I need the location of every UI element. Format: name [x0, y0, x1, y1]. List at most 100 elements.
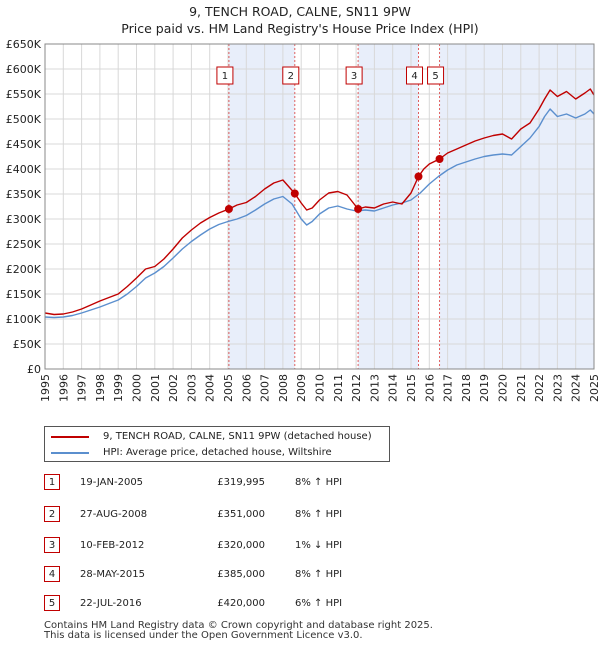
sale-price: £385,000	[217, 569, 265, 580]
sale-point	[224, 205, 233, 214]
x-tick-label: 2018	[460, 374, 473, 402]
y-tick-label: £100K	[6, 313, 42, 326]
footer-attribution: Contains HM Land Registry data © Crown c…	[44, 621, 433, 641]
sale-bands	[228, 44, 594, 369]
y-tick-label: £650K	[6, 38, 42, 51]
table-row: 2 27-AUG-2008 £351,000 8% ↑ HPI	[0, 506, 600, 524]
sale-label: 5	[432, 71, 438, 82]
x-tick-label: 2002	[167, 374, 180, 402]
y-tick-label: £0	[27, 363, 41, 376]
x-tick-label: 2011	[332, 374, 345, 402]
y-tick-label: £450K	[6, 138, 42, 151]
x-tick-label: 2023	[551, 374, 564, 402]
series-line-property	[44, 88, 595, 316]
y-tick-label: £400K	[6, 163, 42, 176]
sale-label: 3	[351, 71, 357, 82]
chart-series	[44, 88, 595, 319]
sale-price: £320,000	[217, 540, 265, 551]
x-tick-label: 2010	[314, 374, 327, 402]
x-tick-label: 2019	[478, 374, 491, 402]
sale-label-box	[216, 66, 234, 85]
chart-title-line-2: Price paid vs. HM Land Registry's House …	[121, 21, 479, 36]
y-tick-label: £500K	[6, 113, 42, 126]
sale-date: 22-JUL-2016	[80, 598, 142, 609]
x-axis: 1995 1996 1997 1998 1999 2000 2001 2002 2003 2004…	[39, 374, 600, 402]
sale-hpi-diff: 8% ↑ HPI	[295, 509, 343, 520]
chart-legend: 9, TENCH ROAD, CALNE, SN11 9PW (detached…	[44, 426, 390, 462]
series-line-hpi	[44, 108, 595, 319]
sale-number-badge: 5	[44, 595, 60, 611]
y-tick-label: £50K	[13, 338, 42, 351]
x-tick-label: 1996	[57, 374, 70, 402]
sale-date: 19-JAN-2005	[80, 477, 144, 488]
table-row: 3 10-FEB-2012 £320,000 1% ↓ HPI	[0, 537, 600, 555]
table-row: 4 28-MAY-2015 £385,000 8% ↑ HPI	[0, 566, 600, 584]
x-tick-label: 2015	[405, 374, 418, 402]
x-tick-label: 2013	[368, 374, 381, 402]
sale-band	[439, 44, 594, 369]
x-tick-label: 2014	[387, 374, 400, 402]
x-tick-label: 2003	[185, 374, 198, 402]
sale-point	[354, 205, 363, 213]
y-tick-label: £250K	[6, 238, 42, 251]
y-tick-label: £350K	[6, 188, 42, 201]
sale-label: 4	[411, 71, 417, 82]
table-row: 1 19-JAN-2005 £319,995 8% ↑ HPI	[0, 474, 600, 492]
sale-label: 1	[222, 71, 228, 82]
sale-point	[414, 172, 423, 181]
sale-price: £420,000	[217, 598, 265, 609]
sale-point	[435, 155, 444, 163]
sale-price: £319,995	[217, 477, 265, 488]
x-tick-label: 2007	[259, 374, 272, 402]
sale-point	[290, 189, 299, 198]
x-tick-label: 2025	[588, 374, 600, 402]
x-tick-label: 2024	[570, 374, 583, 402]
y-axis: £0 £50K £100K £150K £200K £250K £300K £350K £400…	[6, 38, 42, 376]
price-chart: 1 2 3 4 5 £0 £50K £100K £150K £200K £250K £300K £35…	[6, 38, 600, 402]
chart-title-line-1: 9, TENCH ROAD, CALNE, SN11 9PW	[189, 4, 411, 19]
sale-label-box	[282, 66, 300, 85]
sale-number-labels: 1 2 3 4 5	[216, 66, 445, 85]
footer-line-2: This data is licensed under the Open Gov…	[44, 630, 363, 641]
x-tick-label: 2004	[204, 374, 217, 402]
x-tick-label: 2016	[423, 374, 436, 402]
chart-title: 9, TENCH ROAD, CALNE, SN11 9PW Price pai…	[0, 3, 600, 37]
table-row: 5 22-JUL-2016 £420,000 6% ↑ HPI	[0, 595, 600, 613]
legend-label-property: 9, TENCH ROAD, CALNE, SN11 9PW (detached…	[103, 431, 372, 442]
y-tick-label: £150K	[6, 288, 42, 301]
x-tick-label: 2001	[149, 374, 162, 402]
x-tick-label: 2008	[277, 374, 290, 402]
x-tick-label: 2000	[131, 374, 144, 402]
y-tick-label: £550K	[6, 88, 42, 101]
y-tick-label: £200K	[6, 263, 42, 276]
x-tick-label: 2022	[533, 374, 546, 402]
y-tick-label: £300K	[6, 213, 42, 226]
sale-number-badge: 2	[44, 506, 60, 522]
legend-swatch-hpi	[51, 452, 89, 454]
x-tick-label: 2020	[497, 374, 510, 402]
x-tick-label: 1999	[112, 374, 125, 402]
x-tick-label: 2021	[515, 374, 528, 402]
sale-hpi-diff: 8% ↑ HPI	[295, 477, 343, 488]
sale-label-box	[406, 66, 424, 85]
x-tick-label: 1995	[39, 374, 52, 402]
plot-frame	[44, 43, 595, 370]
sale-number-badge: 1	[44, 474, 60, 490]
sale-number-badge: 3	[44, 537, 60, 553]
legend-swatch-property	[51, 436, 89, 438]
legend-label-hpi: HPI: Average price, detached house, Wilt…	[103, 447, 332, 458]
sale-label: 2	[288, 71, 294, 82]
x-tick-label: 2017	[442, 374, 455, 402]
x-tick-label: 1998	[94, 374, 107, 402]
x-tick-label: 2006	[240, 374, 253, 402]
x-tick-label: 2012	[350, 374, 363, 402]
sale-date: 28-MAY-2015	[80, 569, 146, 580]
sale-date: 10-FEB-2012	[80, 540, 145, 551]
sale-number-badge: 4	[44, 566, 60, 582]
footer-line-1: Contains HM Land Registry data © Crown c…	[44, 620, 433, 631]
x-tick-label: 2009	[295, 374, 308, 402]
sale-points	[224, 155, 444, 214]
sale-price: £351,000	[217, 509, 265, 520]
sale-hpi-diff: 8% ↑ HPI	[295, 569, 343, 580]
sale-hpi-diff: 1% ↓ HPI	[295, 540, 343, 551]
